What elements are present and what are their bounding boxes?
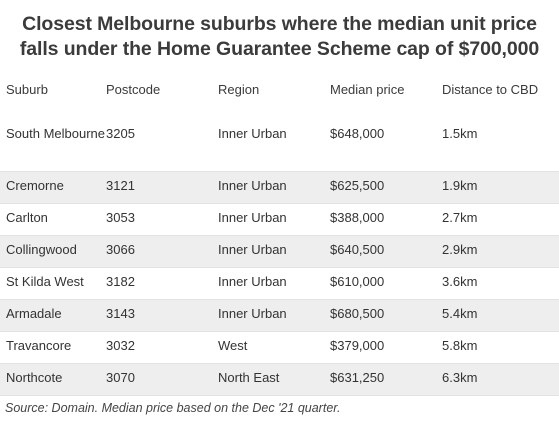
table-cell: $640,500 xyxy=(330,241,385,257)
table-cell: $680,500 xyxy=(330,305,385,321)
table-cell: 3.6km xyxy=(442,273,478,289)
table-cell: $379,000 xyxy=(330,337,385,353)
table-cell: $388,000 xyxy=(330,209,385,225)
data-table: Suburb Postcode Region Median price Dist… xyxy=(0,72,559,396)
table-cell: 3182 xyxy=(106,273,135,289)
chart-title: Closest Melbourne suburbs where the medi… xyxy=(19,13,540,60)
table-cell: $631,250 xyxy=(330,369,385,385)
column-header: Region xyxy=(218,82,260,97)
table-cell: Northcote xyxy=(6,369,63,385)
table-cell: 5.8km xyxy=(442,337,478,353)
table-cell: Cremorne xyxy=(6,177,64,193)
table-cell: Inner Urban xyxy=(218,241,287,257)
table-cell: 6.3km xyxy=(442,369,478,385)
table-row: Cremorne 3121 Inner Urban $625,500 1.9km xyxy=(0,171,559,203)
table-cell: 3205 xyxy=(106,126,135,141)
table-cell: Inner Urban xyxy=(218,177,287,193)
table-cell: Travancore xyxy=(6,337,72,353)
table-cell: 3121 xyxy=(106,177,135,193)
table-cell: 3066 xyxy=(106,241,135,257)
source-note: Source: Domain. Median price based on th… xyxy=(5,401,341,415)
table-cell: 5.4km xyxy=(442,305,478,321)
column-header: Median price xyxy=(330,82,405,97)
table-cell: Inner Urban xyxy=(218,126,287,141)
table-cell: Carlton xyxy=(6,209,48,225)
table-row: Northcote 3070 North East $631,250 6.3km xyxy=(0,363,559,395)
table-cell: Collingwood xyxy=(6,241,77,257)
table-cell: Inner Urban xyxy=(218,273,287,289)
table-row: Travancore 3032 West $379,000 5.8km xyxy=(0,331,559,363)
table-row: St Kilda West 3182 Inner Urban $610,000 … xyxy=(0,267,559,299)
column-header: Suburb xyxy=(6,82,48,97)
table-cell: North East xyxy=(218,369,280,385)
table-cell: 3032 xyxy=(106,337,135,353)
table-cell: 3070 xyxy=(106,369,135,385)
table-cell: $648,000 xyxy=(330,126,385,141)
table-cell: Armadale xyxy=(6,305,62,321)
table-cell: Inner Urban xyxy=(218,305,287,321)
table-cell: 2.9km xyxy=(442,241,478,257)
table-cell: 2.7km xyxy=(442,209,478,225)
table-cell: South Melbourne xyxy=(6,126,106,141)
table-cell: $625,500 xyxy=(330,177,385,193)
table-cell: St Kilda West xyxy=(6,273,84,289)
table-row: Collingwood 3066 Inner Urban $640,500 2.… xyxy=(0,235,559,267)
table-row: Carlton 3053 Inner Urban $388,000 2.7km xyxy=(0,203,559,235)
header-row: Suburb Postcode Region Median price Dist… xyxy=(0,72,559,120)
column-header: Postcode xyxy=(106,82,161,97)
table-row: Armadale 3143 Inner Urban $680,500 5.4km xyxy=(0,299,559,331)
table-cell: West xyxy=(218,337,248,353)
table-cell: 1.9km xyxy=(442,177,478,193)
column-header: Distance to CBD xyxy=(442,82,539,97)
table-cell: Inner Urban xyxy=(218,209,287,225)
table-cell: $610,000 xyxy=(330,273,385,289)
table-cell: 3143 xyxy=(106,305,135,321)
table-row: South Melbourne 3205 Inner Urban $648,00… xyxy=(0,120,559,171)
table-body: South Melbourne 3205 Inner Urban $648,00… xyxy=(0,120,559,395)
table-cell: 1.5km xyxy=(442,126,478,141)
table-cell: 3053 xyxy=(106,209,135,225)
